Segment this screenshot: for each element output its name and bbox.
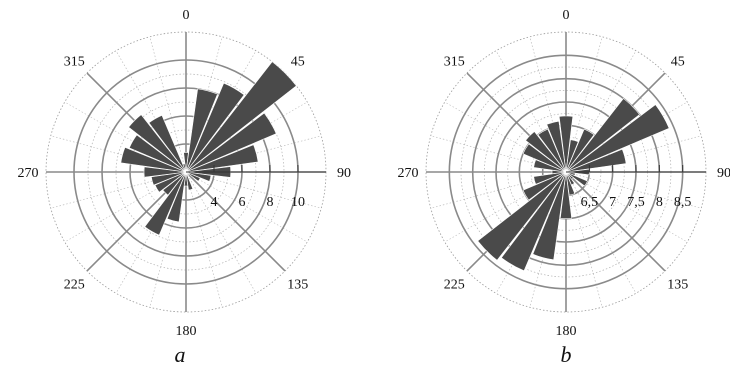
bar-330 <box>537 128 567 173</box>
minor-spoke <box>149 171 187 308</box>
angle-label-45: 45 <box>291 54 305 69</box>
bar-45 <box>185 61 297 173</box>
angle-label-225: 225 <box>64 278 85 293</box>
bar-60 <box>185 112 277 173</box>
bar-30 <box>185 82 245 173</box>
bar-285 <box>120 146 187 173</box>
bar-300 <box>522 143 567 173</box>
radial-tick-label: 7 <box>609 195 616 210</box>
bar-345 <box>546 120 567 173</box>
bar-165 <box>565 171 576 196</box>
radial-tick-label: 7,5 <box>627 195 645 210</box>
radial-tick-label: 6,5 <box>581 195 599 210</box>
bar-240 <box>154 171 187 193</box>
caption-b: b <box>561 342 572 367</box>
minor-spoke <box>149 36 187 173</box>
angle-label-0: 0 <box>183 8 190 23</box>
bar-75 <box>185 144 259 173</box>
angle-label-315: 315 <box>64 54 85 69</box>
angle-label-180: 180 <box>176 324 197 339</box>
angle-label-225: 225 <box>444 278 465 293</box>
bar-210 <box>500 171 567 272</box>
bar-255 <box>151 171 187 186</box>
radial-tick-label: 4 <box>211 195 218 210</box>
angle-label-0: 0 <box>563 8 570 23</box>
minor-spoke <box>64 171 187 243</box>
minor-spoke <box>185 171 223 308</box>
minor-spoke <box>185 171 308 243</box>
bar-240 <box>522 171 567 201</box>
bar-300 <box>128 134 187 173</box>
minor-spoke <box>185 171 257 294</box>
angle-label-45: 45 <box>671 54 685 69</box>
bar-180 <box>559 171 573 219</box>
major-spoke <box>185 171 286 272</box>
angle-label-135: 135 <box>287 278 308 293</box>
bar-255 <box>533 171 567 185</box>
angle-label-90: 90 <box>717 166 730 181</box>
radial-tick-label: 8 <box>267 195 274 210</box>
caption-a: a <box>175 342 186 367</box>
radial-tick-label: 8,5 <box>674 195 692 210</box>
angle-label-135: 135 <box>667 278 688 293</box>
bar-120 <box>565 171 588 187</box>
angle-label-270: 270 <box>398 166 419 181</box>
minor-spoke <box>115 50 187 173</box>
bar-0 <box>558 115 574 173</box>
bar-225 <box>477 171 567 261</box>
bar-315 <box>525 131 567 173</box>
bar-210 <box>144 171 187 236</box>
minor-spoke <box>50 171 187 209</box>
bar-195 <box>532 171 567 261</box>
angle-label-270: 270 <box>18 166 39 181</box>
bar-60 <box>565 104 670 173</box>
minor-spoke <box>115 171 187 294</box>
angle-label-90: 90 <box>337 166 351 181</box>
bar-315 <box>128 114 187 173</box>
bar-30 <box>565 128 595 173</box>
radial-tick-label: 8 <box>656 195 663 210</box>
minor-spoke <box>50 135 187 173</box>
minor-spoke <box>64 101 187 173</box>
bar-120 <box>185 171 201 182</box>
angle-label-315: 315 <box>444 54 465 69</box>
bar-15 <box>565 139 579 173</box>
radial-tick-label: 10 <box>291 195 305 210</box>
bar-285 <box>533 159 567 173</box>
bar-165 <box>185 171 194 191</box>
polar-chart-b: 6,5 7 7,5 8 8,5 0 45 90 135 180 225 270 315 <box>398 8 730 339</box>
polar-chart-a: 4 6 8 10 0 45 90 135 180 225 270 315 <box>18 8 352 339</box>
bar-15 <box>185 88 218 173</box>
bar-225 <box>162 171 187 196</box>
bar-45 <box>565 98 640 173</box>
bar-330 <box>148 114 187 173</box>
radial-tick-label: 6 <box>239 195 246 210</box>
bar-75 <box>565 148 627 173</box>
angle-label-180: 180 <box>556 324 577 339</box>
bar-270 <box>143 166 187 178</box>
bar-195 <box>166 171 187 223</box>
bar-345 <box>182 163 187 173</box>
minor-spoke <box>185 171 322 209</box>
bar-0 <box>183 152 189 173</box>
